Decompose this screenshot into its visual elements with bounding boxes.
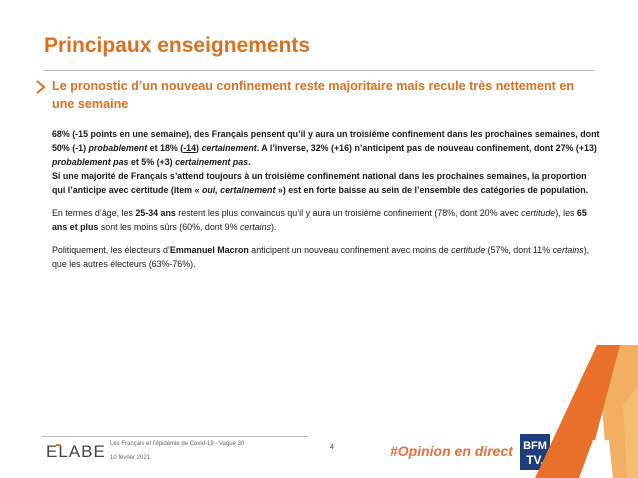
text-run: En termes d’âge, les: [52, 208, 136, 218]
text-run: anticipent un nouveau confinement avec m…: [248, 245, 452, 255]
page-number: 4: [330, 444, 334, 451]
body-text: 68% (-15 points en une semaine), des Fra…: [52, 127, 600, 280]
text-run: et 5% (+3): [128, 157, 176, 167]
text-run: ): [196, 143, 202, 153]
text-run: et 18% (: [147, 143, 184, 153]
text-run: ), que les autres électeurs (63%-76%).: [52, 245, 590, 269]
text-run: certains: [552, 245, 584, 255]
text-run: certainement pas: [175, 157, 249, 167]
title-divider: [44, 70, 595, 71]
text-run: certains: [239, 222, 272, 232]
text-run: 65 ans et plus: [52, 208, 587, 232]
text-run: certitude: [451, 245, 486, 255]
svg-text:BFM: BFM: [523, 440, 547, 452]
subtitle: Le pronostic d’un nouveau confinement re…: [52, 79, 575, 111]
text-run: Politiquement, les électeurs d’: [52, 245, 170, 255]
text-run: restent les plus convaincus qu’il y aura…: [175, 208, 522, 218]
text-run: .: [248, 157, 251, 167]
orange-triangle-decoration: [535, 345, 638, 478]
text-run: probablement: [88, 143, 148, 153]
svg-text:ELABE: ELABE: [46, 442, 104, 461]
text-run: . A l’inverse, 32% (+16) n’anticipent pa…: [256, 143, 597, 153]
paragraph-forecast: 68% (-15 points en une semaine), des Fra…: [52, 127, 600, 197]
paragraph-age: En termes d’âge, les 25-34 ans restent l…: [52, 206, 600, 234]
text-run: Emmanuel Macron: [169, 245, 249, 255]
page-title: Principaux enseignements: [44, 34, 311, 57]
chevron-right-icon: [36, 80, 46, 94]
text-run: 68% (-15 points en une semaine), des Fra…: [52, 129, 600, 153]
hashtag-opinion: #Opinion en direct: [390, 443, 513, 459]
text-run: ») est en forte baisse au sein de l’ense…: [275, 185, 589, 195]
footer-study-title: Les Français et l’épidémie de Covid-19 -…: [110, 441, 245, 447]
text-run: (57%, dont 11%: [485, 245, 553, 255]
text-run: -14: [183, 143, 197, 153]
text-run: sont les moins sûrs (60%, dont 9%: [98, 222, 240, 232]
elabe-logo: ELABE: [46, 442, 104, 461]
text-run: Si une majorité de Français s’attend tou…: [52, 171, 587, 195]
footer-date: 10 février 2021: [110, 455, 151, 461]
text-run: certainement: [201, 143, 257, 153]
text-run: ).: [271, 222, 277, 232]
text-run: certitude: [521, 208, 556, 218]
text-run: probablement pas: [52, 157, 129, 167]
svg-text:TV.: TV.: [526, 453, 544, 467]
footer-divider: [42, 436, 308, 437]
text-run: ), les: [555, 208, 577, 218]
text-run: oui, certainement: [201, 185, 276, 195]
subtitle-block: Le pronostic d’un nouveau confinement re…: [34, 77, 596, 113]
text-run: 25-34 ans: [135, 208, 176, 218]
paragraph-politics: Politiquement, les électeurs d’Emmanuel …: [52, 243, 600, 271]
